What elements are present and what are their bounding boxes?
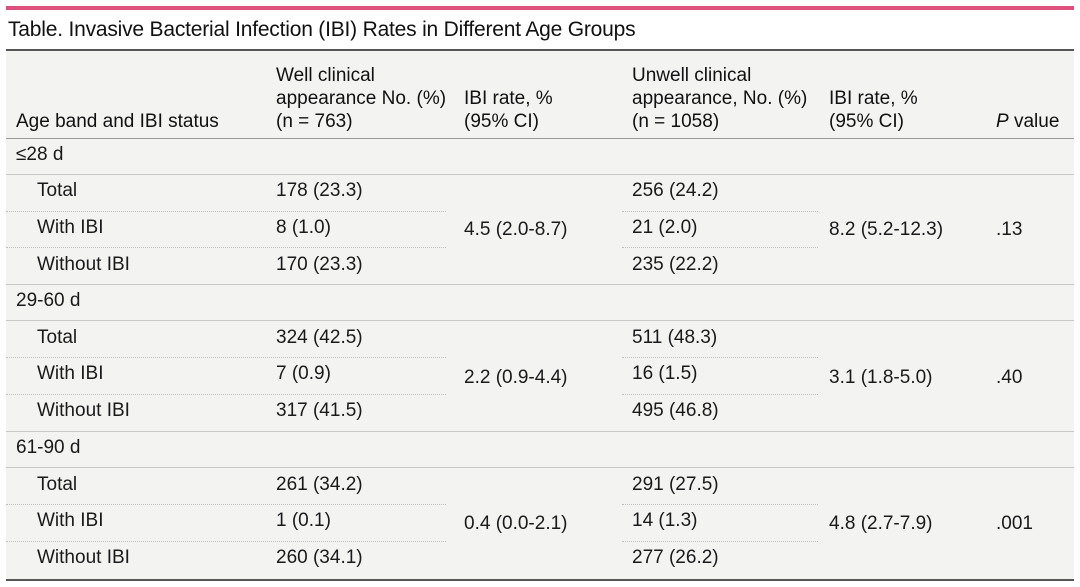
header-p-value: P value — [996, 110, 1059, 134]
header-well-rate-line1: IBI rate, % — [464, 88, 553, 109]
p-value: .13 — [996, 219, 1023, 240]
unwell-count: 21 (2.0) — [632, 217, 698, 238]
row-divider — [6, 541, 446, 542]
well-count: 178 (23.3) — [276, 180, 363, 201]
header-divider — [6, 138, 1074, 139]
group-label: ≤28 d — [16, 144, 64, 165]
header-age-band: Age band and IBI status — [16, 111, 219, 132]
unwell-count: 256 (24.2) — [632, 180, 719, 201]
row-label: Total — [37, 327, 78, 348]
table-bottom-rule — [6, 579, 1074, 581]
table-title: Table. Invasive Bacterial Infection (IBI… — [8, 18, 636, 41]
unwell-count: 235 (22.2) — [632, 254, 719, 275]
unwell-count: 495 (46.8) — [632, 400, 719, 421]
row-label: With IBI — [37, 510, 104, 531]
unwell-count: 16 (1.5) — [632, 363, 698, 384]
row-divider — [622, 504, 818, 505]
row-label: Without IBI — [37, 400, 130, 421]
row-divider — [6, 394, 446, 395]
header-unwell-rate-line2: (95% CI) — [829, 111, 904, 132]
well-count: 317 (41.5) — [276, 400, 363, 421]
well-ibi-rate: 4.5 (2.0-8.7) — [464, 219, 568, 240]
header-well-line3: (n = 763) — [276, 111, 353, 132]
p-value: .001 — [996, 513, 1033, 534]
group-divider — [6, 467, 1074, 468]
well-count: 261 (34.2) — [276, 474, 363, 495]
group-divider — [6, 284, 1074, 285]
header-p-italic: P — [996, 111, 1009, 132]
row-divider — [622, 211, 818, 212]
unwell-count: 277 (26.2) — [632, 547, 719, 568]
unwell-ibi-rate: 8.2 (5.2-12.3) — [829, 219, 944, 240]
group-divider — [6, 431, 1074, 432]
row-divider — [622, 541, 818, 542]
group-divider — [6, 320, 1074, 321]
p-value: .40 — [996, 367, 1023, 388]
row-label: Total — [37, 474, 78, 495]
row-divider — [622, 247, 818, 248]
row-divider — [6, 357, 446, 358]
row-label: With IBI — [37, 363, 104, 384]
unwell-ibi-rate: 3.1 (1.8-5.0) — [829, 367, 933, 388]
well-count: 170 (23.3) — [276, 254, 363, 275]
row-label: With IBI — [37, 217, 104, 238]
row-divider — [622, 357, 818, 358]
header-unwell-line1: Unwell clinical — [632, 65, 752, 86]
header-p-rest: value — [1008, 111, 1060, 132]
unwell-ibi-rate: 4.8 (2.7-7.9) — [829, 513, 933, 534]
row-label: Without IBI — [37, 547, 130, 568]
well-ibi-rate: 2.2 (0.9-4.4) — [464, 367, 568, 388]
well-count: 7 (0.9) — [276, 363, 331, 384]
well-count: 324 (42.5) — [276, 327, 363, 348]
row-divider — [6, 247, 446, 248]
header-unwell-line3: (n = 1058) — [632, 111, 720, 132]
row-divider — [6, 504, 446, 505]
header-unwell-rate-line1: IBI rate, % — [829, 88, 918, 109]
unwell-count: 291 (27.5) — [632, 474, 719, 495]
header-unwell-line2: appearance, No. (%) — [632, 88, 808, 109]
unwell-count: 14 (1.3) — [632, 510, 698, 531]
header-well-line2: appearance No. (%) — [276, 88, 447, 109]
table-background — [6, 51, 1074, 579]
well-count: 1 (0.1) — [276, 510, 331, 531]
accent-top-rule — [6, 6, 1074, 10]
row-divider — [6, 211, 446, 212]
well-count: 260 (34.1) — [276, 547, 363, 568]
group-divider — [6, 174, 1074, 175]
well-ibi-rate: 0.4 (0.0-2.1) — [464, 513, 568, 534]
row-label: Total — [37, 180, 78, 201]
unwell-count: 511 (48.3) — [632, 327, 718, 348]
row-label: Without IBI — [37, 254, 130, 275]
title-divider — [6, 49, 1074, 51]
group-label: 29-60 d — [16, 290, 81, 311]
group-label: 61-90 d — [16, 437, 81, 458]
header-well-rate-line2: (95% CI) — [464, 111, 539, 132]
row-divider — [622, 394, 818, 395]
well-count: 8 (1.0) — [276, 217, 331, 238]
header-well-line1: Well clinical — [276, 65, 375, 86]
